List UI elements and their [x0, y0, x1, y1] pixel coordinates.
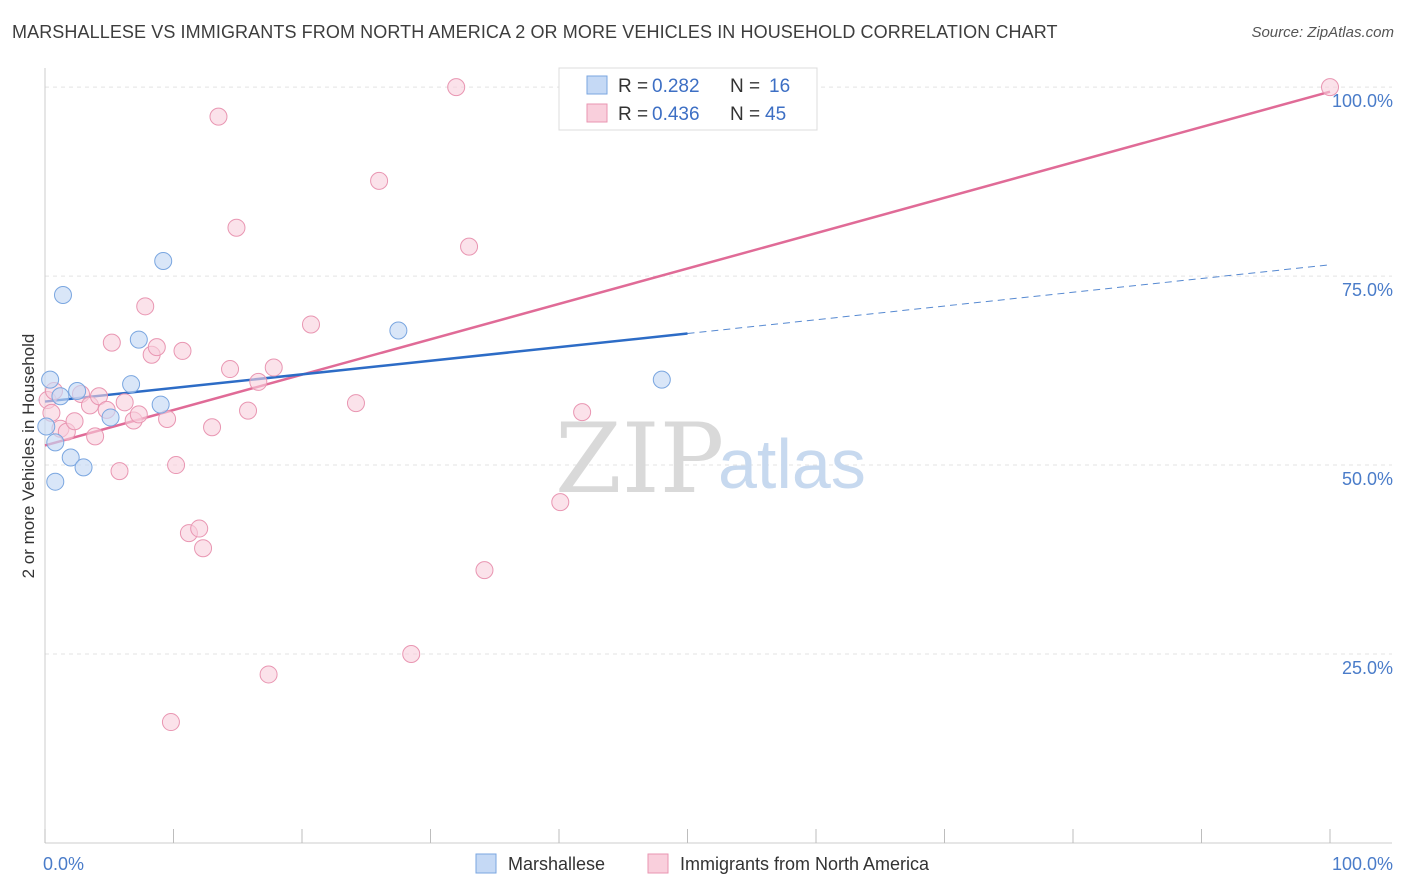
point-immigrants	[370, 171, 389, 190]
point-immigrants	[301, 315, 320, 334]
point-marshallese	[101, 408, 120, 427]
point-immigrants	[239, 401, 258, 420]
point-immigrants	[475, 561, 494, 580]
point-marshallese	[53, 285, 72, 304]
y-tick-label: 100.0%	[1332, 91, 1393, 111]
point-marshallese	[68, 381, 87, 400]
point-immigrants	[264, 358, 283, 377]
point-marshallese	[37, 417, 56, 436]
point-immigrants	[203, 418, 222, 437]
grid-lines	[45, 86, 1392, 655]
legend-label-immigrants: Immigrants from North America	[680, 854, 930, 874]
point-marshallese	[46, 472, 65, 491]
stats-n-label-pink: N =	[730, 104, 760, 125]
chart-title: MARSHALLESE VS IMMIGRANTS FROM NORTH AME…	[12, 22, 1058, 42]
point-immigrants	[221, 360, 240, 379]
point-immigrants	[65, 412, 84, 431]
point-immigrants	[1321, 78, 1339, 97]
point-immigrants	[167, 456, 186, 475]
point-marshallese	[122, 375, 141, 394]
point-immigrants	[249, 372, 268, 391]
point-immigrants	[161, 713, 180, 732]
point-immigrants	[447, 78, 466, 97]
point-immigrants	[194, 539, 213, 558]
legend-label-marshallese: Marshallese	[508, 854, 605, 874]
point-immigrants	[102, 333, 121, 352]
x-tick-label: 0.0%	[43, 854, 84, 874]
trend-line-immigrants	[44, 90, 1331, 447]
point-immigrants	[402, 645, 421, 664]
stats-r-label-blue: R =	[618, 76, 648, 97]
point-immigrants	[147, 338, 166, 357]
point-marshallese	[46, 433, 65, 452]
stats-n-value-pink: 45	[765, 104, 786, 125]
stats-r-label-pink: R =	[618, 104, 648, 125]
point-immigrants	[460, 237, 479, 256]
trend-lines	[44, 90, 1331, 447]
point-immigrants	[89, 387, 108, 406]
axes	[44, 68, 1392, 844]
point-immigrants	[190, 519, 209, 538]
stats-box: R = 0.282 N = 16 R = 0.436 N = 45	[558, 67, 818, 131]
point-immigrants	[136, 297, 155, 316]
stats-swatch-pink	[586, 103, 608, 123]
point-marshallese	[41, 370, 60, 389]
legend: Marshallese Immigrants from North Americ…	[475, 853, 930, 874]
watermark-atlas: atlas	[718, 425, 866, 503]
watermark-zip: ZIP	[555, 403, 724, 515]
point-immigrants	[573, 403, 592, 422]
x-tick-label: 100.0%	[1332, 854, 1393, 874]
data-points	[37, 78, 1339, 732]
y-tick-label: 50.0%	[1342, 469, 1393, 489]
y-axis-title: 2 or more Vehicles in Household	[19, 334, 38, 579]
point-immigrants	[551, 493, 570, 512]
legend-swatch-immigrants	[647, 853, 669, 874]
point-marshallese	[652, 370, 671, 389]
point-marshallese	[151, 395, 170, 414]
point-marshallese	[74, 458, 93, 477]
point-marshallese	[51, 387, 70, 406]
point-immigrants	[110, 462, 129, 481]
stats-r-value-pink: 0.436	[652, 104, 700, 125]
legend-swatch-marshallese	[475, 853, 497, 874]
point-immigrants	[346, 394, 365, 413]
point-immigrants	[86, 427, 105, 446]
y-tick-label: 75.0%	[1342, 280, 1393, 300]
source-credit: Source: ZipAtlas.com	[1251, 24, 1394, 41]
y-tick-label: 25.0%	[1342, 658, 1393, 678]
point-immigrants	[259, 665, 278, 684]
point-marshallese	[61, 448, 80, 467]
point-immigrants	[129, 405, 148, 424]
trend-line-marshallese	[44, 332, 688, 403]
stats-n-value-blue: 16	[769, 76, 790, 97]
point-immigrants	[115, 393, 134, 412]
trend-line-marshallese-extension	[687, 264, 1331, 335]
stats-n-label-blue: N =	[730, 76, 760, 97]
point-marshallese	[129, 330, 148, 349]
tick-labels: 25.0% 50.0% 75.0% 100.0% 0.0% 100.0%	[43, 91, 1393, 874]
point-marshallese	[154, 251, 173, 270]
stats-r-value-blue: 0.282	[652, 76, 700, 97]
point-marshallese	[389, 321, 408, 340]
point-immigrants	[209, 107, 228, 126]
stats-swatch-blue	[586, 75, 608, 95]
watermark: ZIP atlas	[555, 403, 866, 515]
point-immigrants	[227, 218, 246, 237]
point-immigrants	[173, 341, 192, 360]
